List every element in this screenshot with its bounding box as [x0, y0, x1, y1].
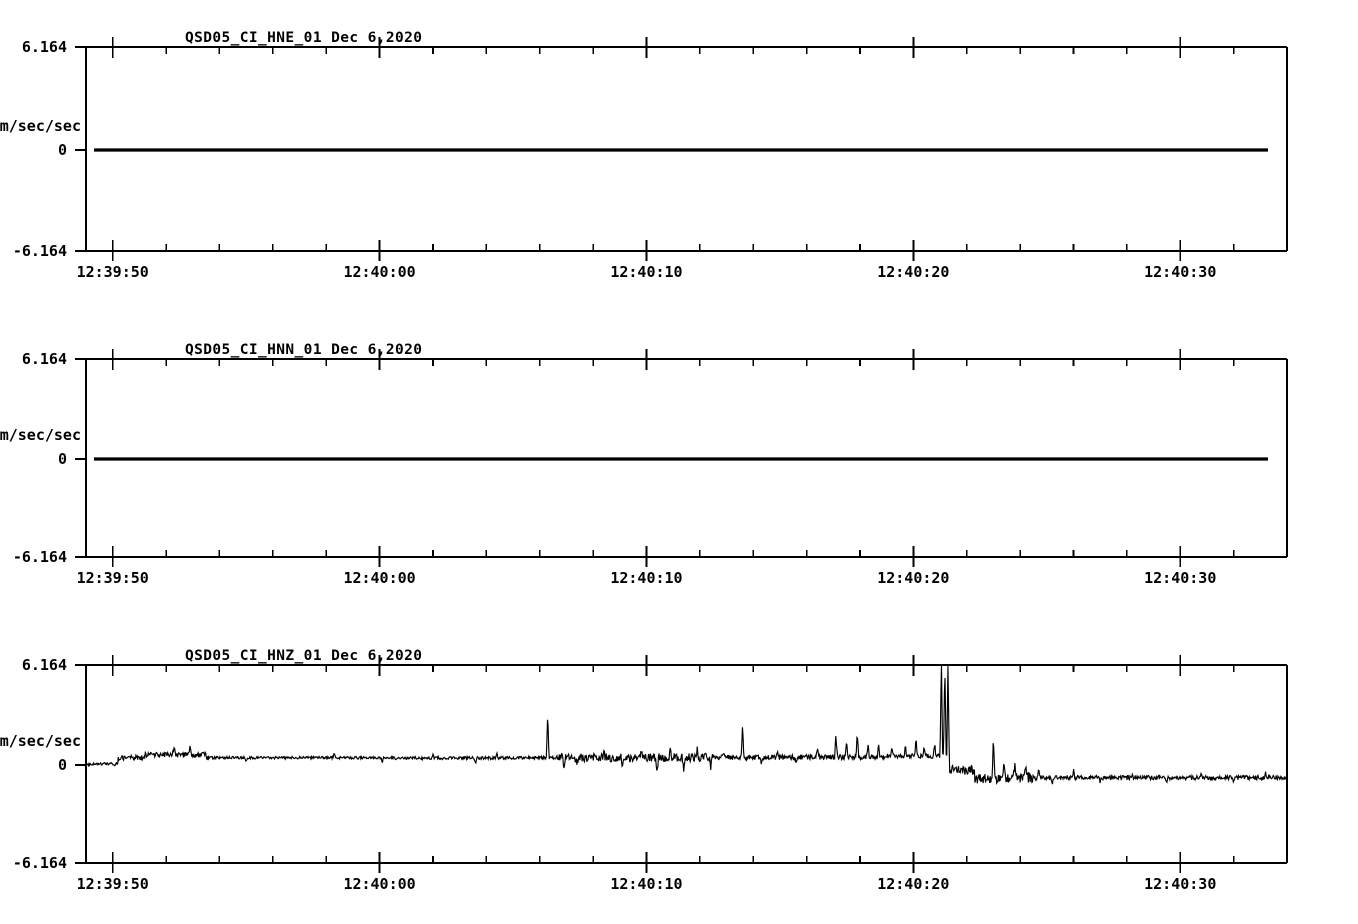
y-tick-label: 0 [58, 756, 67, 774]
x-tick-label: 12:40:10 [610, 569, 682, 587]
x-tick-label: 12:39:50 [77, 263, 149, 281]
plot-frame [85, 664, 1288, 864]
x-tick-label: 12:39:50 [77, 569, 149, 587]
x-axis-minor-ticks [111, 349, 1288, 567]
x-tick-label: 12:40:00 [343, 875, 415, 893]
x-tick-label: 12:40:00 [343, 263, 415, 281]
y-tick-label: 0 [58, 141, 67, 159]
x-tick-label: 12:40:20 [877, 569, 949, 587]
x-tick-label: 12:39:50 [77, 875, 149, 893]
x-tick-label: 12:40:30 [1144, 569, 1216, 587]
y-axis-unit-label: cm/sec/sec [0, 732, 81, 750]
x-tick-label: 12:40:20 [877, 875, 949, 893]
x-tick-label: 12:40:20 [877, 263, 949, 281]
y-tick-label: 0 [58, 450, 67, 468]
y-tick-label: 6.164 [22, 656, 67, 674]
plot-frame [85, 46, 1288, 252]
x-tick-label: 12:40:30 [1144, 263, 1216, 281]
x-axis-minor-ticks [111, 655, 1288, 873]
x-axis-minor-ticks [111, 37, 1288, 261]
y-tick-label: -6.164 [13, 548, 67, 566]
x-tick-label: 12:40:00 [343, 569, 415, 587]
panel-title: QSD05_CI_HNN_01 Dec 6,2020 [185, 342, 422, 358]
panel-title: QSD05_CI_HNZ_01 Dec 6,2020 [185, 648, 422, 664]
y-tick-label: 6.164 [22, 350, 67, 368]
y-tick-label: -6.164 [13, 242, 67, 260]
y-tick-label: -6.164 [13, 854, 67, 872]
y-axis-ticks [75, 664, 86, 864]
x-tick-label: 12:40:30 [1144, 875, 1216, 893]
y-axis-unit-label: cm/sec/sec [0, 117, 81, 135]
y-axis-ticks [75, 358, 86, 558]
y-tick-label: 6.164 [22, 38, 67, 56]
y-axis-ticks [75, 46, 86, 252]
y-axis-unit-label: cm/sec/sec [0, 426, 81, 444]
panel-title: QSD05_CI_HNE_01 Dec 6,2020 [185, 30, 422, 46]
plot-frame [85, 358, 1288, 558]
x-tick-label: 12:40:10 [610, 263, 682, 281]
waveform-trace [85, 664, 1288, 786]
x-tick-label: 12:40:10 [610, 875, 682, 893]
